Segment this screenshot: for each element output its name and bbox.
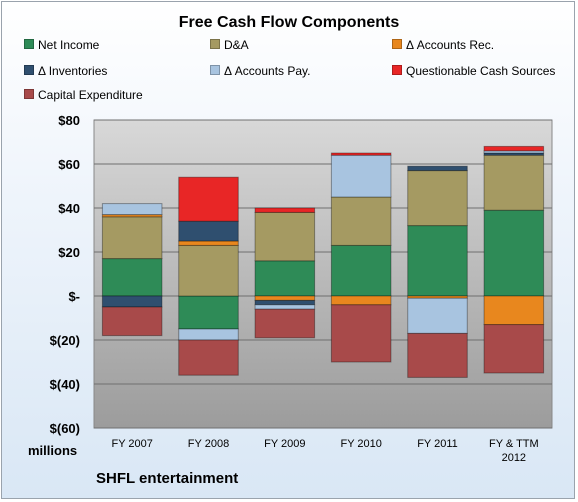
bar-segment — [407, 225, 468, 297]
bar-segment — [330, 244, 392, 297]
legend-label: Δ Accounts Rec. — [406, 38, 495, 52]
y-tick-label: $20 — [58, 245, 80, 260]
bar-segment — [407, 297, 468, 334]
y-tick-label: $(40) — [50, 377, 80, 392]
bar-segment — [330, 304, 392, 363]
bar-segment — [330, 295, 392, 306]
legend-item-net-income: Net Income — [24, 38, 99, 52]
bar-segment — [178, 244, 239, 297]
legend-label: Δ Inventories — [38, 64, 108, 78]
bar-segment — [254, 260, 316, 297]
y-tick-label: $80 — [58, 113, 80, 128]
legend-swatch — [210, 65, 220, 75]
bar-segment — [254, 211, 316, 262]
y-tick-label: $60 — [58, 157, 80, 172]
bar-segment — [407, 170, 468, 227]
legend-swatch — [210, 39, 220, 49]
legend-item-capex: Capital Expenditure — [24, 88, 143, 102]
bar-segment — [101, 216, 163, 260]
bar-segment — [254, 308, 316, 339]
bar-segment — [254, 299, 316, 306]
legend-item-accounts-rec: Δ Accounts Rec. — [392, 38, 494, 52]
bar-segment — [178, 339, 239, 376]
y-tick-label: $(60) — [50, 421, 80, 436]
bar-segment — [483, 154, 545, 211]
x-tick-label: FY 2011 — [417, 438, 458, 450]
bar-segment — [178, 295, 239, 330]
legend-label: Questionable Cash Sources — [406, 64, 556, 78]
bar-segment — [330, 154, 392, 198]
bar-segment — [483, 324, 545, 374]
bar-segment — [483, 145, 545, 152]
y-tick-label: $(20) — [50, 333, 80, 348]
bar-segment — [407, 165, 468, 172]
legend-swatch — [24, 39, 34, 49]
x-tick-label: FY 2008 — [188, 438, 229, 450]
legend-label: Δ Accounts Pay. — [224, 64, 311, 78]
legend-label: Net Income — [38, 38, 100, 52]
legend-swatch — [24, 65, 34, 75]
bar-segment — [101, 258, 163, 297]
bar-segment — [101, 306, 163, 337]
bar-segment — [254, 295, 316, 301]
footer-brand: SHFL entertainment — [96, 470, 239, 487]
legend-swatch — [24, 89, 34, 99]
y-tick-label: $- — [68, 289, 80, 304]
bar-segment — [254, 207, 316, 213]
bar-segment — [407, 332, 468, 378]
legend-label: D&A — [224, 38, 249, 52]
bar-segment — [483, 295, 545, 326]
legend-item-da: D&A — [210, 38, 249, 52]
legend-item-questionable: Questionable Cash Sources — [392, 64, 555, 78]
units-label: millions — [28, 443, 78, 458]
x-tick-label: FY 2007 — [111, 438, 152, 450]
x-tick-label: FY 2009 — [264, 438, 305, 450]
y-tick-label: $40 — [58, 201, 80, 216]
bar-segment — [178, 220, 239, 242]
bar-segment — [101, 203, 163, 216]
x-tick-label: FY & TTM 2012 — [489, 438, 539, 464]
bar-segment — [483, 209, 545, 297]
bar-segment — [178, 328, 239, 341]
plot-background — [93, 119, 553, 429]
chart-title: Free Cash Flow Components — [178, 14, 400, 31]
legend-label: Capital Expenditure — [38, 88, 143, 102]
legend-item-inventories: Δ Inventories — [24, 64, 107, 78]
bar-segment — [178, 240, 239, 246]
legend-swatch — [392, 39, 402, 49]
x-tick-label: FY 2010 — [340, 438, 381, 450]
legend-swatch — [392, 65, 402, 75]
bar-segment — [483, 150, 545, 154]
legend-item-accounts-pay: Δ Accounts Pay. — [210, 64, 311, 78]
bar-segment — [178, 176, 239, 222]
bar-segment — [101, 295, 163, 308]
bar-segment — [330, 152, 392, 156]
bar-segment — [330, 196, 392, 246]
bar-segment — [254, 304, 316, 310]
